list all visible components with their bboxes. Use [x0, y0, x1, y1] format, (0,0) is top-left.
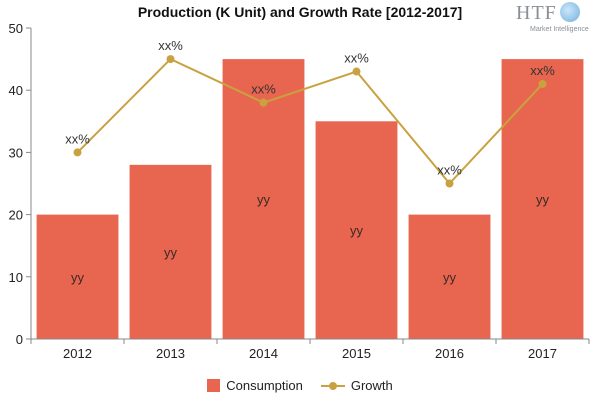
growth-label-2014: xx% — [251, 82, 276, 97]
y-axis: 0 10 20 30 40 50 — [9, 21, 32, 347]
legend-item-consumption[interactable]: Consumption — [207, 378, 303, 393]
bar-2012 — [36, 214, 119, 339]
legend-label-consumption: Consumption — [226, 378, 303, 393]
bar-2016 — [408, 214, 491, 339]
growth-label-2013: xx% — [158, 38, 183, 53]
growth-point-2013 — [166, 55, 175, 64]
chart-title: Production (K Unit) and Growth Rate [201… — [137, 4, 463, 20]
bar-label-2014: yy — [257, 192, 271, 207]
x-tick-label-2015: 2015 — [342, 346, 371, 361]
growth-point-2014 — [259, 98, 268, 107]
growth-label-2016: xx% — [437, 163, 462, 178]
x-tick-label-2014: 2014 — [249, 346, 278, 361]
x-axis: 2012 2013 2014 2015 2016 2017 — [30, 338, 590, 361]
x-tick-label-2013: 2013 — [156, 346, 185, 361]
growth-label-2017: xx% — [530, 63, 555, 78]
growth-label-2012: xx% — [65, 131, 90, 146]
y-tick-label: 0 — [16, 332, 23, 347]
growth-label-2015: xx% — [344, 51, 369, 66]
line-series: xx% xx% xx% xx% xx% xx% — [65, 38, 555, 188]
growth-line — [76, 57, 544, 186]
legend-label-growth: Growth — [350, 378, 393, 393]
brand-logo: HTF Market Intelligence — [516, 2, 589, 36]
bar-label-2015: yy — [350, 223, 364, 238]
globe-icon — [560, 2, 580, 22]
legend-swatch-consumption — [207, 379, 221, 392]
legend-item-growth[interactable]: Growth — [320, 378, 393, 393]
bar-2015 — [315, 121, 398, 339]
x-tick-label-2012: 2012 — [63, 346, 92, 361]
y-tick-label: 30 — [9, 145, 23, 160]
bar-label-2017: yy — [536, 192, 550, 207]
logo-subtext: Market Intelligence — [530, 26, 589, 33]
y-tick-label: 20 — [9, 208, 23, 223]
growth-point-2015 — [352, 67, 361, 76]
legend-marker-growth — [320, 379, 345, 392]
bar-label-2012: yy — [71, 270, 85, 285]
legend: Consumption Growth — [0, 378, 600, 393]
y-tick-label: 10 — [9, 270, 23, 285]
growth-point-2012 — [73, 148, 82, 157]
growth-point-2016 — [445, 179, 454, 188]
bar-label-2016: yy — [443, 270, 457, 285]
y-tick-label: 50 — [9, 21, 23, 36]
y-tick-label: 40 — [9, 83, 23, 98]
bar-2017 — [501, 59, 584, 339]
bar-series: yy yy yy yy yy yy — [36, 59, 584, 339]
x-tick-label-2017: 2017 — [528, 346, 557, 361]
bar-2013 — [129, 164, 212, 339]
bar-label-2013: yy — [164, 245, 178, 260]
growth-point-2017 — [538, 79, 547, 88]
x-tick-label-2016: 2016 — [435, 346, 464, 361]
logo-text: HTF — [516, 2, 557, 24]
